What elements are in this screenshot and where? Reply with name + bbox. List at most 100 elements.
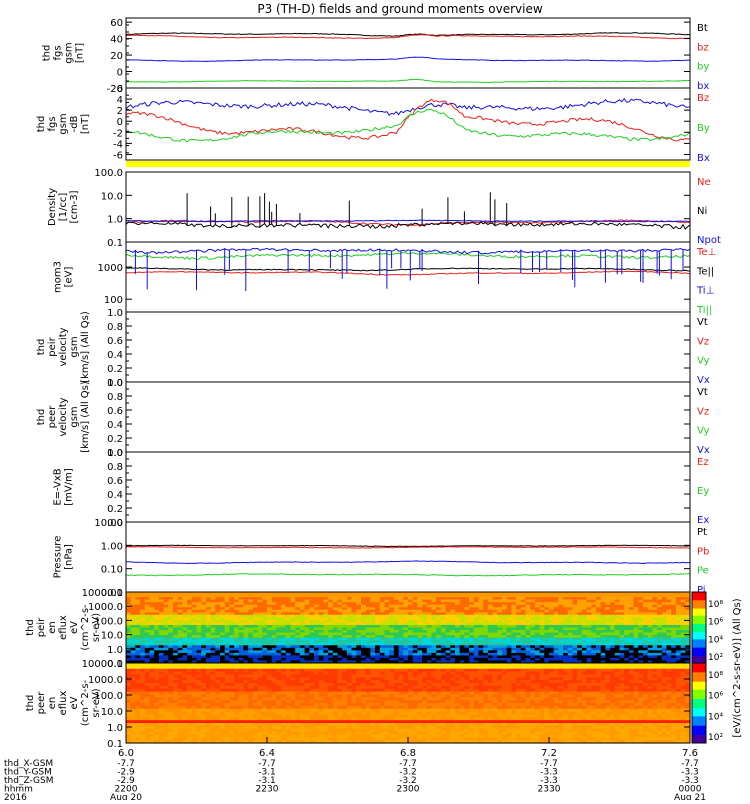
y-axis-label: E=-VxB[mV/m] bbox=[53, 468, 75, 506]
y-tick-label: 0.10 bbox=[101, 565, 123, 576]
y-axis-label-line: velocity bbox=[58, 327, 69, 366]
y-tick-label: 10.00 bbox=[94, 518, 123, 529]
legend-entry: Ni bbox=[697, 206, 707, 217]
y-tick-label: 6 bbox=[117, 84, 123, 95]
legend-entry: bz bbox=[697, 42, 709, 53]
y-axis-label-line: thd bbox=[36, 339, 47, 356]
y-tick-label: 0.6 bbox=[107, 406, 123, 417]
legend-entry: Pe bbox=[697, 566, 709, 577]
y-axis-label-line: peir bbox=[36, 617, 47, 637]
y-axis-label-line: [eV] bbox=[64, 267, 75, 288]
chart-title: P3 (TH-D) fields and ground moments over… bbox=[257, 2, 542, 16]
y-axis-label-line: [nT] bbox=[75, 43, 86, 63]
panel-frame bbox=[126, 522, 690, 592]
y-tick-label: 0.4 bbox=[107, 420, 123, 431]
series-line-Pt bbox=[126, 545, 690, 546]
y-tick-label: 0.4 bbox=[107, 490, 123, 501]
legend-entry: Pt bbox=[697, 527, 707, 538]
y-tick-label: 0.2 bbox=[107, 434, 123, 445]
y-tick-label: 100.0 bbox=[94, 168, 123, 179]
y-tick-label: 1.0 bbox=[107, 215, 123, 226]
y-tick-label: 1000.0 bbox=[88, 602, 123, 613]
y-tick-label: 10.0 bbox=[101, 191, 123, 202]
panel-frame bbox=[126, 382, 690, 452]
legend-entry: Ey bbox=[697, 486, 709, 497]
panel-frame bbox=[126, 312, 690, 382]
legend-entry: Vx bbox=[697, 375, 710, 386]
y-axis-label-line: Density bbox=[47, 188, 58, 226]
y-axis-label-line: (cm^2-s- bbox=[80, 604, 91, 651]
y-tick-label: -4 bbox=[113, 139, 123, 150]
legend-entry: Te⊥ bbox=[696, 247, 716, 258]
legend-entry: Ti|| bbox=[696, 305, 712, 316]
y-tick-label: 4 bbox=[117, 95, 123, 106]
quality-flag-bar bbox=[126, 161, 690, 167]
series-line-Pb bbox=[126, 547, 690, 549]
series-line-bx bbox=[126, 80, 690, 83]
y-axis-label-line: gsm bbox=[64, 42, 75, 63]
legend-entry: Bx bbox=[697, 153, 710, 164]
y-axis-label-line: eV bbox=[69, 621, 80, 634]
y-axis-label-line: -dB bbox=[69, 115, 80, 132]
y-tick-label: 1.0 bbox=[107, 378, 123, 389]
panel-frame bbox=[126, 18, 690, 88]
legend-entry: Vy bbox=[697, 426, 710, 437]
legend-entry: bx bbox=[697, 81, 709, 92]
y-axis-label-line: fgs bbox=[53, 45, 64, 60]
y-tick-label: 0.6 bbox=[107, 476, 123, 487]
series-line-bz bbox=[126, 35, 690, 39]
y-axis-label-line: peir bbox=[47, 336, 58, 356]
y-tick-label: 100 bbox=[104, 295, 123, 306]
legend-entry: Ez bbox=[697, 457, 709, 468]
y-tick-label: -2 bbox=[113, 128, 123, 139]
y-tick-label: 2 bbox=[117, 106, 123, 117]
y-axis-label-line: [cm-3] bbox=[69, 190, 80, 223]
series-line-By bbox=[126, 109, 690, 142]
y-tick-label: 60 bbox=[110, 18, 123, 29]
legend-entry: Vx bbox=[697, 445, 710, 456]
y-axis-label-line: mom3 bbox=[53, 261, 64, 293]
y-tick-label: 0.1 bbox=[107, 238, 123, 249]
legend-entry: by bbox=[697, 62, 709, 73]
y-tick-label: 1.00 bbox=[101, 541, 123, 552]
y-axis-label-line: sr-eV) bbox=[91, 613, 102, 642]
y-tick-label: 0.4 bbox=[107, 350, 123, 361]
y-axis-label-line: gsm bbox=[58, 113, 69, 134]
legend-entry: Ti⊥ bbox=[696, 286, 714, 297]
y-tick-label: 0.6 bbox=[107, 336, 123, 347]
y-tick-label: 40 bbox=[110, 35, 123, 46]
y-tick-label: 0.8 bbox=[107, 392, 123, 403]
legend-entry: Pb bbox=[697, 546, 709, 557]
y-axis-label-line: velocity bbox=[58, 397, 69, 436]
legend-entry: Npot bbox=[697, 235, 721, 246]
y-axis-label-line: [nPa] bbox=[64, 544, 75, 570]
legend-entry: Ne bbox=[697, 177, 711, 188]
series-line-Ni bbox=[126, 192, 690, 229]
y-tick-label: 0 bbox=[117, 68, 123, 79]
y-tick-label: 10.0 bbox=[101, 631, 123, 642]
panel-density: 100.0 10.0 1.0 0.1 Density[1/cc][cm-3] Ne Ni Np… bbox=[47, 168, 721, 249]
legend-entry: Vy bbox=[697, 356, 710, 367]
series-line-Pi bbox=[126, 561, 690, 564]
legend-entry: Ex bbox=[697, 515, 709, 526]
y-tick-label: 1000 bbox=[98, 263, 123, 274]
series-line-by bbox=[126, 57, 690, 61]
y-axis-label-line: fgs bbox=[47, 116, 58, 131]
legend-entry: Bt bbox=[697, 23, 708, 34]
y-axis-label-line: thd bbox=[25, 619, 36, 636]
y-axis-label-line: Pressure bbox=[53, 536, 64, 579]
y-axis-label-line: [km/s] (All Qs) bbox=[80, 311, 91, 383]
y-axis-label-line: gsm bbox=[69, 336, 80, 357]
y-axis-label-line: [1/cc] bbox=[58, 193, 69, 222]
